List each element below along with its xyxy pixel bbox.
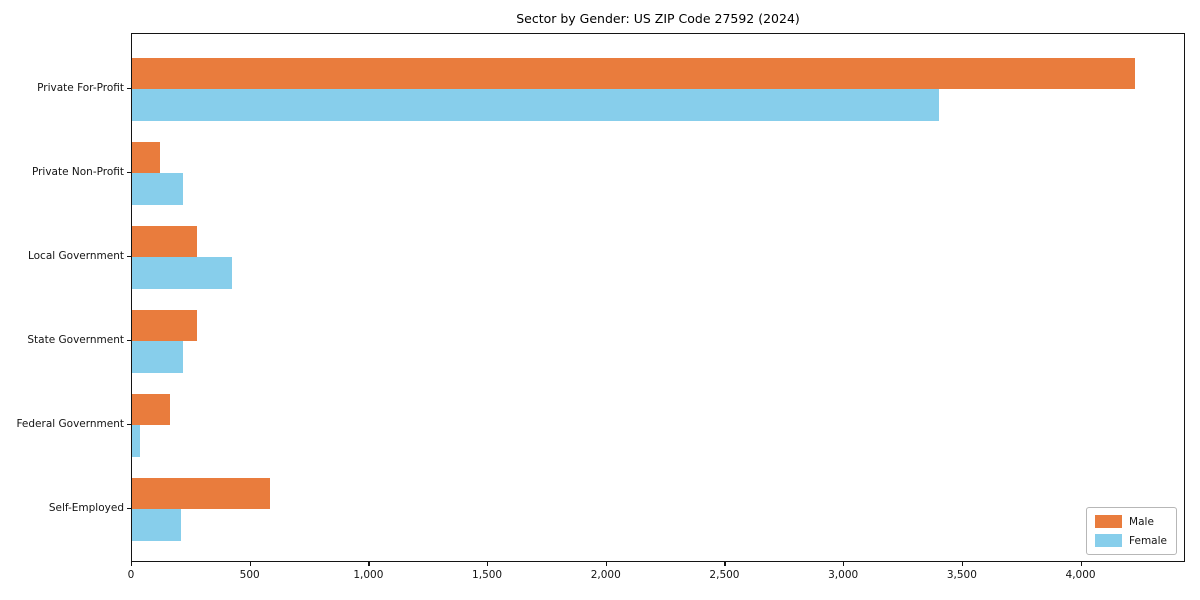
bar-female bbox=[132, 425, 141, 457]
y-tick-mark bbox=[127, 88, 131, 90]
y-tick-label: Federal Government bbox=[16, 418, 124, 430]
legend-label-female: Female bbox=[1129, 534, 1167, 547]
x-tick-label: 3,500 bbox=[946, 569, 977, 581]
y-tick-mark bbox=[127, 340, 131, 342]
plot-area: Male Female bbox=[131, 33, 1185, 562]
bar-female bbox=[132, 509, 181, 541]
x-tick-label: 1,500 bbox=[472, 569, 503, 581]
x-tick-mark bbox=[843, 562, 845, 566]
bar-female bbox=[132, 341, 184, 373]
x-tick-label: 4,000 bbox=[1065, 569, 1096, 581]
x-tick-label: 2,500 bbox=[709, 569, 740, 581]
x-tick-mark bbox=[487, 562, 489, 566]
bar-male bbox=[132, 225, 198, 257]
legend-swatch-female bbox=[1095, 534, 1123, 547]
x-tick-mark bbox=[1080, 562, 1082, 566]
chart-title: Sector by Gender: US ZIP Code 27592 (202… bbox=[516, 11, 800, 26]
legend-entry-male: Male bbox=[1095, 515, 1167, 528]
legend-entry-female: Female bbox=[1095, 534, 1167, 547]
bar-male bbox=[132, 309, 198, 341]
y-tick-label: Self-Employed bbox=[48, 502, 124, 514]
y-tick-label: Private Non-Profit bbox=[31, 166, 124, 178]
x-tick-label: 1,000 bbox=[353, 569, 384, 581]
x-tick-label: 2,000 bbox=[590, 569, 621, 581]
x-tick-label: 0 bbox=[127, 569, 135, 581]
x-tick-mark bbox=[724, 562, 726, 566]
y-tick-mark bbox=[127, 256, 131, 258]
bar-female bbox=[132, 257, 232, 289]
bar-female bbox=[132, 173, 184, 205]
y-tick-label: State Government bbox=[27, 334, 124, 346]
legend: Male Female bbox=[1086, 507, 1177, 555]
x-tick-label: 500 bbox=[239, 569, 260, 581]
bar-male bbox=[132, 141, 161, 173]
y-tick-mark bbox=[127, 172, 131, 174]
bar-male bbox=[132, 393, 170, 425]
x-tick-mark bbox=[249, 562, 251, 566]
bar-female bbox=[132, 89, 940, 121]
legend-swatch-male bbox=[1095, 515, 1123, 528]
x-tick-mark bbox=[368, 562, 370, 566]
y-tick-mark bbox=[127, 508, 131, 510]
x-tick-mark bbox=[131, 562, 133, 566]
bar-male bbox=[132, 57, 1135, 89]
bar-male bbox=[132, 477, 270, 509]
y-tick-label: Private For-Profit bbox=[37, 82, 124, 94]
legend-label-male: Male bbox=[1129, 515, 1154, 528]
x-tick-mark bbox=[961, 562, 964, 566]
x-tick-mark bbox=[605, 562, 607, 566]
y-tick-mark bbox=[127, 424, 131, 426]
x-tick-label: 3,000 bbox=[828, 569, 859, 581]
y-tick-label: Local Government bbox=[27, 250, 124, 262]
